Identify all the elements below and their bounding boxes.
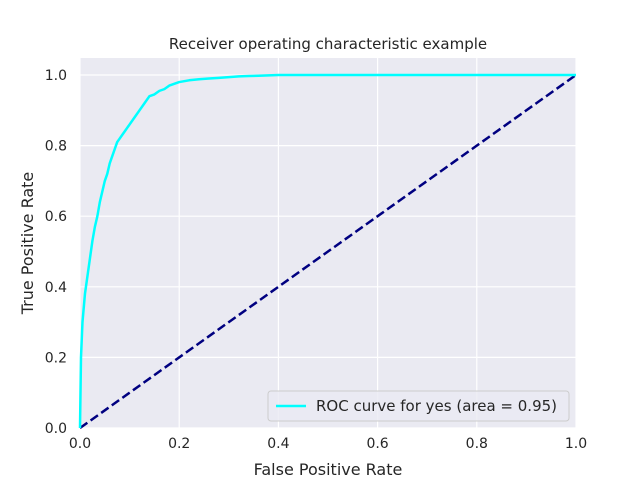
grid-lines xyxy=(79,58,577,429)
x-tick-label: 0.2 xyxy=(168,436,190,452)
plot-area xyxy=(80,58,576,428)
y-tick-label: 0.4 xyxy=(45,280,67,296)
x-tick-label: 1.0 xyxy=(565,436,587,452)
chart-title: Receiver operating characteristic exampl… xyxy=(169,35,487,53)
y-tick-label: 0.8 xyxy=(45,139,67,155)
x-axis-ticks: 0.0 0.2 0.4 0.6 0.8 1.0 xyxy=(69,436,587,452)
y-tick-label: 0.6 xyxy=(45,209,67,225)
y-tick-label: 1.0 xyxy=(45,68,67,84)
roc-curve-line xyxy=(78,73,576,429)
legend: ROC curve for yes (area = 0.95) xyxy=(267,390,570,422)
x-tick-label: 0.8 xyxy=(466,436,488,452)
y-tick-label: 0.0 xyxy=(45,421,67,437)
series-layer xyxy=(78,73,577,430)
x-axis-label: False Positive Rate xyxy=(254,460,403,479)
x-tick-label: 0.0 xyxy=(69,436,91,452)
chance-diagonal-line xyxy=(79,73,577,430)
y-tick-label: 0.2 xyxy=(45,350,67,366)
y-axis-label: True Positive Rate xyxy=(18,172,37,316)
legend-label: ROC curve for yes (area = 0.95) xyxy=(316,397,557,415)
x-tick-label: 0.4 xyxy=(267,436,289,452)
y-axis-ticks: 0.0 0.2 0.4 0.6 0.8 1.0 xyxy=(45,68,67,437)
legend-box xyxy=(267,390,570,422)
x-tick-label: 0.6 xyxy=(366,436,388,452)
